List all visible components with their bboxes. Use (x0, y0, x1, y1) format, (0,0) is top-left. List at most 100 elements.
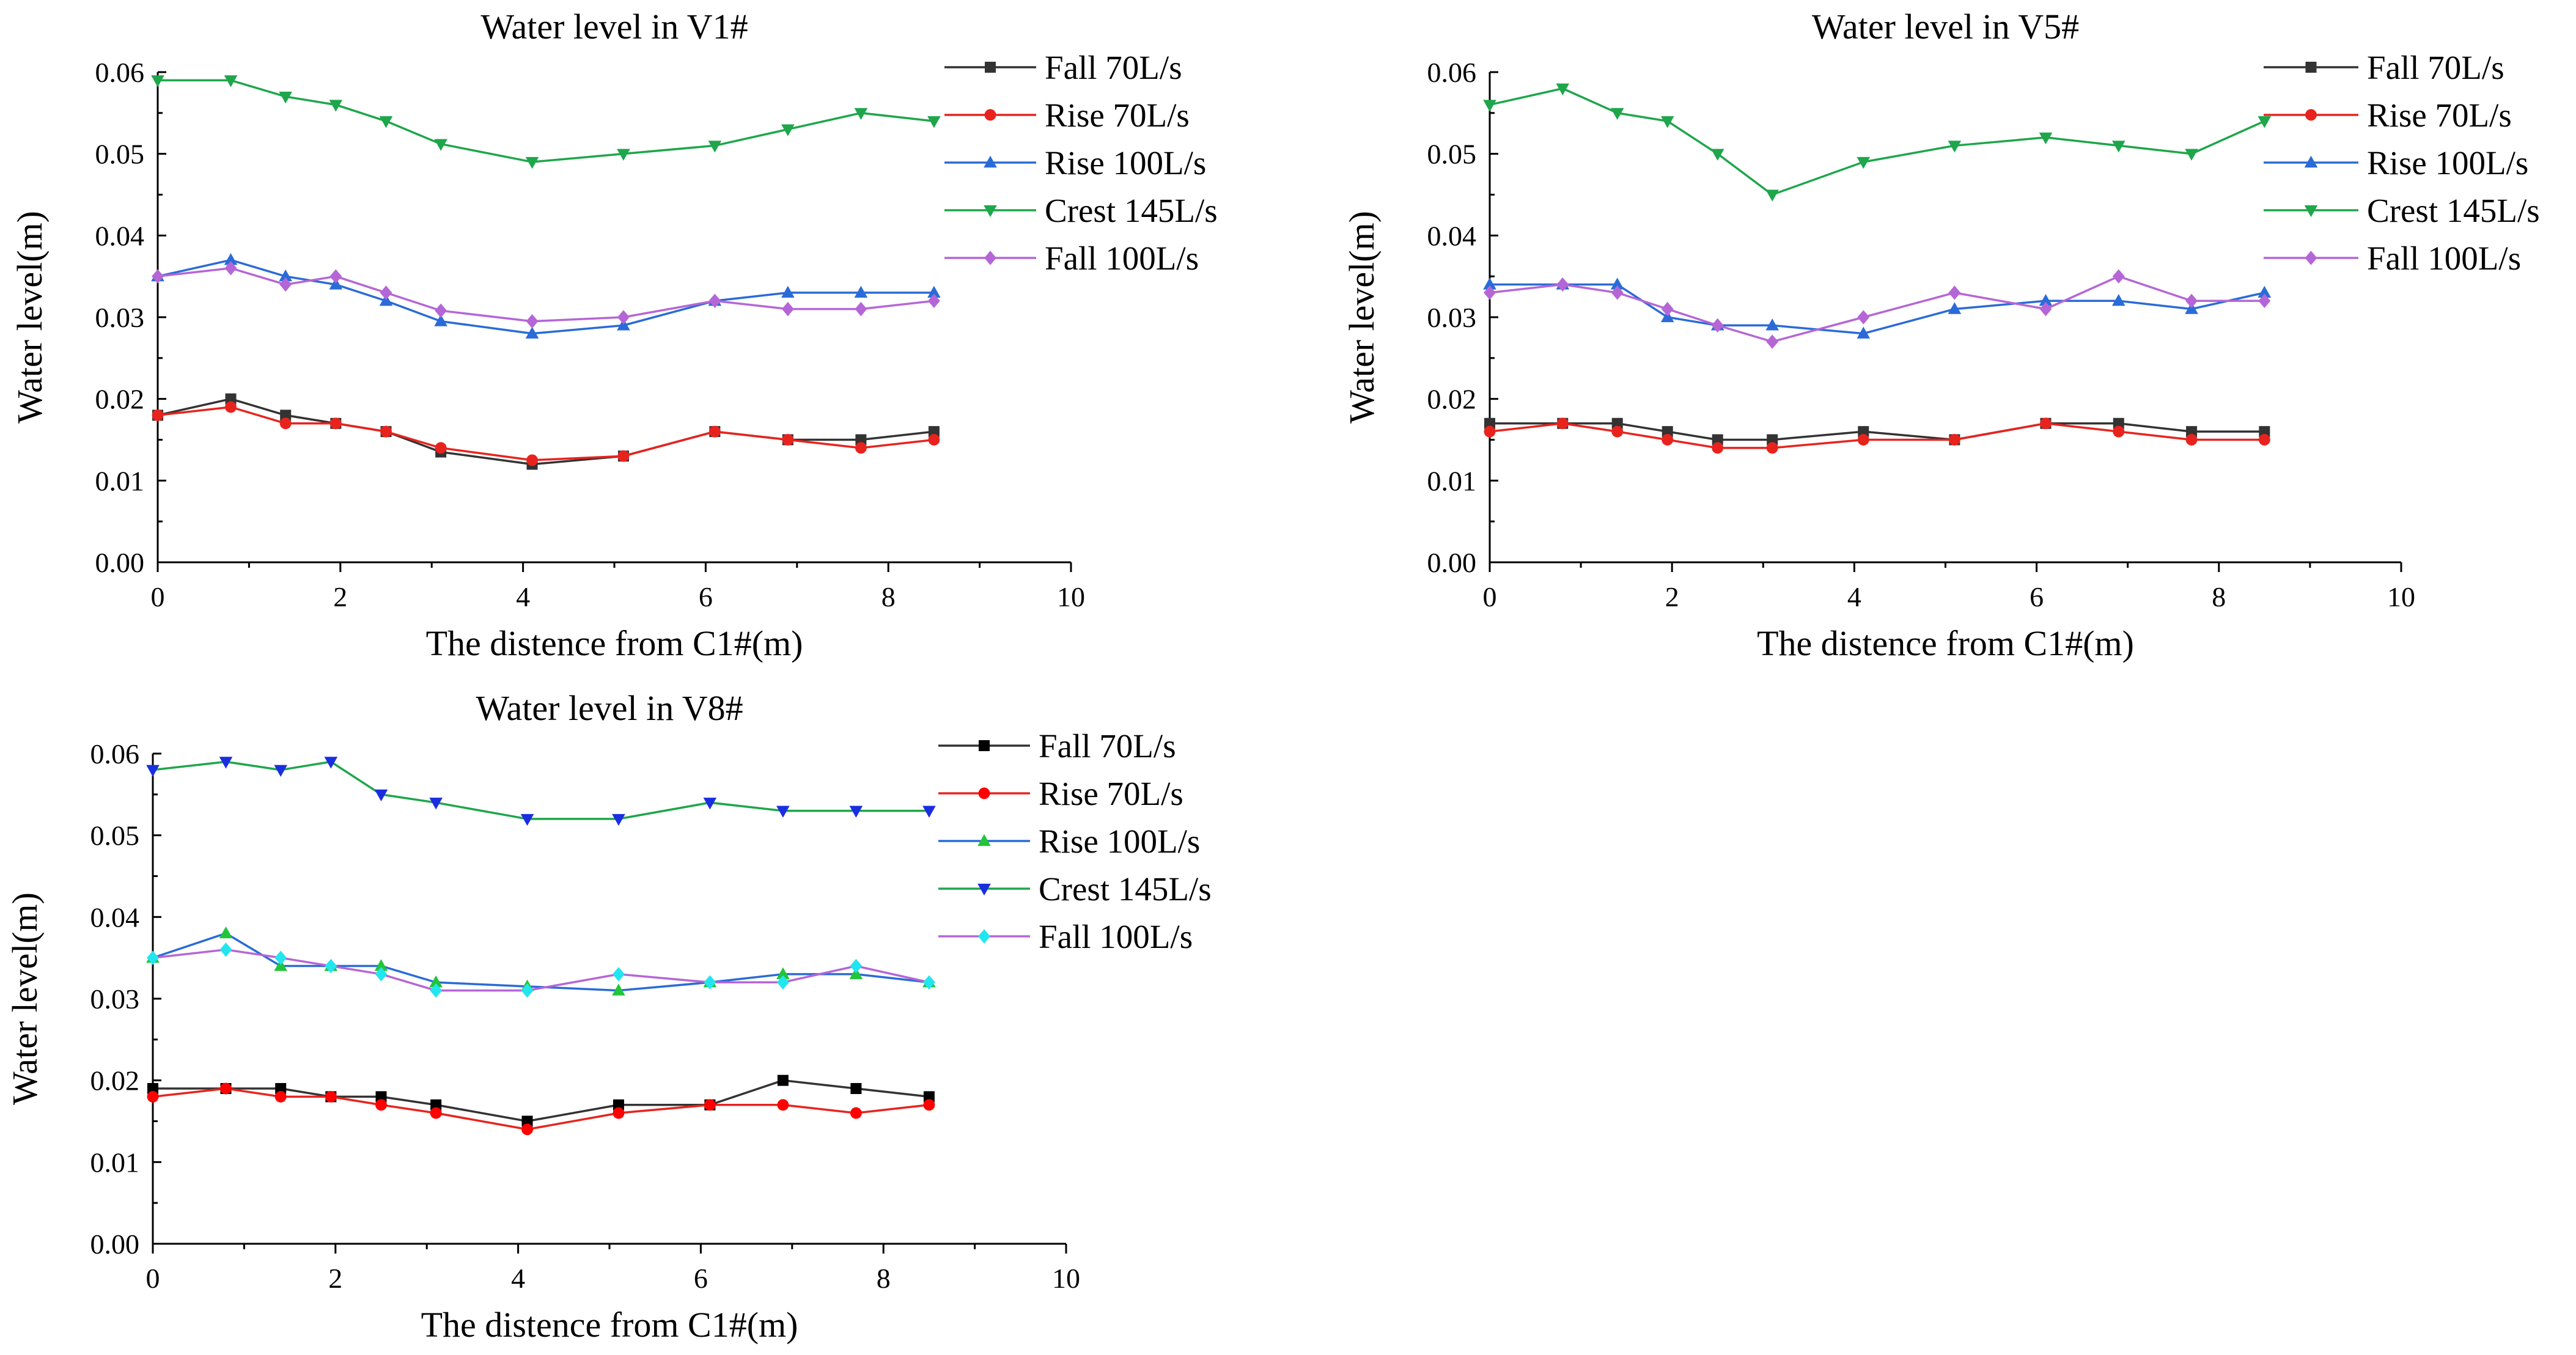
legend: Fall 70L/s Rise 70L/s Rise 100L/s Crest 145… (938, 727, 1212, 955)
series-4 (1484, 269, 2271, 349)
data-point (1858, 426, 1869, 438)
data-point (224, 253, 238, 265)
data-point (435, 303, 447, 318)
x-tick-label: 4 (1847, 581, 1861, 612)
data-point (855, 442, 867, 454)
data-point (379, 116, 393, 128)
legend-marker (2305, 251, 2317, 265)
legend-label: Rise 70L/s (2367, 97, 2512, 134)
legend-label: Fall 70L/s (1039, 727, 1176, 765)
data-point (329, 269, 342, 284)
series-3 (151, 75, 941, 169)
data-point (613, 967, 625, 982)
x-tick-label: 8 (881, 581, 896, 612)
data-point (1766, 442, 1778, 454)
data-point (525, 326, 539, 339)
x-tick-label: 6 (699, 581, 713, 612)
data-point (147, 1090, 159, 1103)
data-point (708, 293, 721, 308)
y-tick-label: 0.04 (90, 901, 140, 933)
data-point (375, 1099, 387, 1111)
series-3 (146, 757, 936, 826)
data-point (854, 285, 868, 298)
legend-label: Rise 100L/s (1045, 144, 1206, 182)
series-4 (152, 261, 940, 329)
data-point (274, 959, 287, 971)
data-point (1712, 434, 1723, 446)
legend-marker (977, 883, 991, 896)
data-point (927, 116, 941, 128)
y-axis-label: Water level(m) (5, 892, 45, 1105)
data-point (617, 318, 630, 331)
x-tick-label: 6 (2030, 581, 2044, 612)
data-point (275, 1083, 287, 1095)
data-point (434, 314, 447, 326)
data-point (147, 950, 159, 965)
x-tick-label: 4 (516, 581, 530, 612)
y-tick-label: 0.02 (95, 384, 145, 415)
series-line (1489, 275, 2265, 343)
data-point (776, 975, 789, 990)
data-point (1948, 434, 1960, 446)
data-point (1556, 83, 1570, 95)
legend-label: Crest 145L/s (1039, 870, 1212, 908)
data-point (325, 1090, 337, 1103)
legend-label: Rise 100L/s (1039, 823, 1200, 860)
data-point (1662, 434, 1674, 446)
x-axis-label: The distence from C1#(m) (1757, 623, 2134, 663)
data-point (1948, 285, 1961, 300)
y-tick-label: 0.02 (90, 1065, 140, 1096)
data-point (781, 124, 795, 136)
legend-marker (979, 740, 990, 751)
data-point (1712, 442, 1724, 454)
data-point (1484, 285, 1496, 300)
chart-v8: 0 2 4 6 8 10 0.00 0.01 0.02 0.03 0.04 0.05 0.06 Water… (5, 688, 1212, 1345)
y-tick-label: 0.04 (1427, 220, 1477, 251)
data-point (274, 765, 287, 777)
data-point (703, 798, 717, 810)
series-line (158, 79, 935, 163)
data-point (2258, 285, 2272, 298)
data-point (2186, 426, 2198, 438)
chart-title: Water level in V1# (480, 7, 748, 46)
data-point (923, 1091, 935, 1103)
y-tick-label: 0.00 (95, 547, 145, 578)
data-point (1948, 141, 1962, 153)
data-point (525, 156, 539, 169)
x-tick-label: 8 (2212, 581, 2226, 612)
x-tick-label: 2 (328, 1263, 342, 1294)
data-point (2258, 434, 2270, 446)
data-point (1661, 301, 1674, 317)
data-point (617, 450, 630, 462)
data-point (434, 139, 447, 151)
data-point (2111, 294, 2125, 306)
data-point (526, 314, 539, 329)
data-point (613, 1099, 624, 1111)
data-point (152, 409, 164, 421)
data-point (2185, 149, 2198, 161)
data-point (225, 393, 237, 405)
y-tick-label: 0.06 (1427, 57, 1477, 88)
data-point (380, 425, 392, 438)
legend-label: Crest 145L/s (2367, 192, 2540, 229)
y-tick-label: 0.06 (90, 738, 140, 769)
x-axis-label: The distence from C1#(m) (421, 1305, 798, 1345)
data-point (1556, 417, 1569, 430)
data-point (708, 141, 722, 153)
series-line (1489, 87, 2265, 196)
data-point (329, 277, 343, 290)
data-point (928, 434, 940, 446)
data-point (2258, 293, 2271, 308)
data-point (2039, 132, 2053, 145)
data-point (1766, 334, 1779, 349)
legend-label: Fall 70L/s (2367, 49, 2504, 86)
chart-v1: 0 2 4 6 8 10 0.00 0.01 0.02 0.03 0.04 0.05 0.06 Water… (10, 7, 1218, 663)
legend-marker (2304, 155, 2318, 168)
x-tick-label: 10 (1057, 581, 1085, 612)
data-point (1484, 417, 1495, 429)
data-point (777, 1099, 789, 1111)
data-point (704, 1099, 716, 1111)
data-point (219, 926, 233, 939)
x-tick-label: 0 (151, 581, 165, 612)
